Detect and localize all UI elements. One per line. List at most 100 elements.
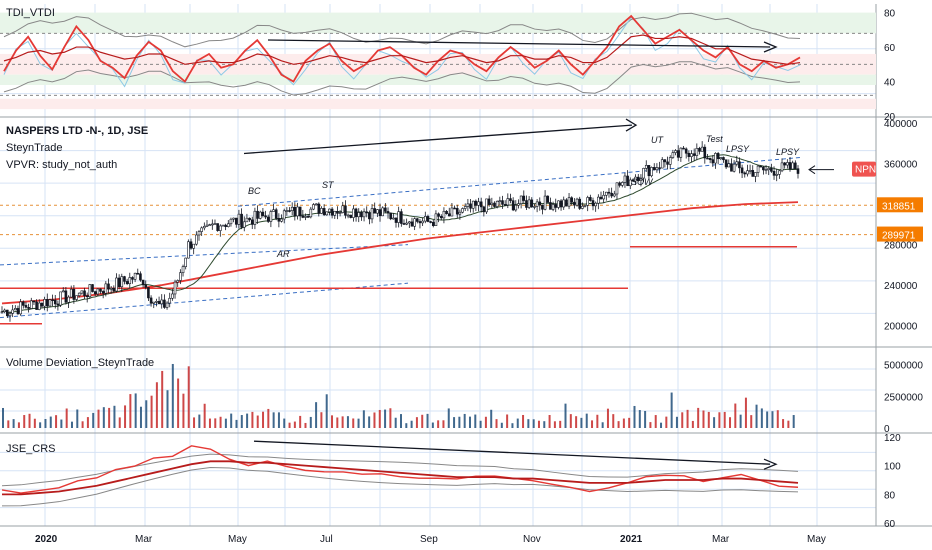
tdi-panel: TDI_VTDI 80 60 40 20 <box>0 7 896 123</box>
volume-bar <box>76 409 79 428</box>
candle-body <box>370 208 374 220</box>
candle-body <box>437 213 440 217</box>
candle-body <box>722 157 725 161</box>
candle-body <box>149 297 153 304</box>
candle-body <box>762 166 765 171</box>
volume-bar <box>288 422 291 428</box>
candle-body <box>344 205 347 216</box>
candle-body <box>402 223 406 225</box>
volume-bar <box>394 417 397 428</box>
volume-bar <box>776 410 779 428</box>
crs-tick-label: 60 <box>884 519 896 530</box>
candle-body <box>341 205 345 213</box>
volume-bar <box>39 422 42 428</box>
candle-body <box>107 283 110 290</box>
channel-bottom-dashed <box>0 282 409 319</box>
volume-bar <box>145 400 148 428</box>
candle-body <box>495 200 499 207</box>
current-price-arrowhead <box>808 165 816 175</box>
volume-bar <box>771 411 774 428</box>
candle-body <box>676 150 680 158</box>
candle-body <box>75 295 78 300</box>
candle-body <box>591 200 595 207</box>
tdi-lines <box>3 12 801 96</box>
candle-body <box>578 198 581 209</box>
volume-bar <box>33 418 36 428</box>
candle-body <box>0 311 4 313</box>
candle-body <box>775 174 779 176</box>
candle-body <box>466 203 470 207</box>
candle-body <box>104 283 108 294</box>
volume-bar <box>707 411 710 428</box>
volume-bar <box>86 417 89 428</box>
candle-body <box>205 224 209 227</box>
volume-bar <box>691 420 694 428</box>
candle-body <box>125 281 129 285</box>
candle-body <box>692 153 696 156</box>
candle-body <box>620 182 624 186</box>
candle-body <box>67 296 70 303</box>
candle-body <box>735 161 739 165</box>
candle-body <box>703 146 707 159</box>
volume-bar <box>723 411 726 428</box>
candle-body <box>147 287 150 299</box>
x-tick-label: Jul <box>320 534 333 545</box>
volume-bar <box>713 417 716 428</box>
wyckoff-label: ST <box>322 180 335 190</box>
crs-lower-band <box>1 466 799 507</box>
candle-body <box>405 222 408 225</box>
volume-bar <box>750 415 753 428</box>
tdi-tick-label: 80 <box>884 9 896 20</box>
candle-body <box>551 204 555 210</box>
candle-body <box>559 200 563 208</box>
volume-bar <box>129 394 132 428</box>
candle-body <box>43 299 46 307</box>
volume-bar <box>421 414 424 428</box>
candle-body <box>581 205 584 209</box>
price-trend-arrow <box>243 124 633 155</box>
candle-body <box>549 202 552 210</box>
candle-body <box>346 214 350 217</box>
candle-body <box>325 211 329 216</box>
volume-bars <box>2 363 795 428</box>
candle-body <box>658 167 661 169</box>
price-title: NASPERS LTD -N-, 1D, JSE <box>6 125 148 137</box>
candle-body <box>573 201 576 206</box>
volume-bar <box>760 408 763 428</box>
candle-body <box>91 284 94 292</box>
candle-body <box>447 213 451 217</box>
candle-body <box>626 175 629 187</box>
candle-body <box>650 167 653 177</box>
volume-bar <box>44 419 47 428</box>
volume-bar <box>559 420 562 428</box>
candle-body <box>80 290 84 294</box>
volume-title: Volume Deviation_SteynTrade <box>6 357 154 369</box>
volume-bar <box>161 370 164 428</box>
volume-bar <box>516 418 519 428</box>
volume-bar <box>729 417 732 428</box>
crs-title: JSE_CRS <box>6 443 56 455</box>
candle-body <box>266 216 270 222</box>
candle-body <box>200 227 203 232</box>
volume-bar <box>400 414 402 428</box>
volume-bar <box>596 414 599 428</box>
candle-body <box>429 221 432 223</box>
candle-body <box>274 209 278 219</box>
volume-bar <box>564 403 567 428</box>
volume-bar <box>612 414 615 428</box>
candle-body <box>509 198 512 201</box>
volume-bar <box>235 419 238 428</box>
price-tick-label: 280000 <box>884 241 918 252</box>
candle-body <box>498 200 502 202</box>
price-tick-label: 240000 <box>884 281 918 292</box>
candle-body <box>748 170 752 172</box>
candle-body <box>394 217 398 223</box>
candle-body <box>514 204 518 211</box>
wyckoff-label: LPSY <box>726 144 750 154</box>
x-tick-label: May <box>228 534 247 545</box>
volume-bar <box>553 421 556 428</box>
candle-body <box>439 216 443 219</box>
ticker-badge <box>852 161 876 177</box>
candle-body <box>660 159 664 169</box>
candle-body <box>290 206 294 211</box>
